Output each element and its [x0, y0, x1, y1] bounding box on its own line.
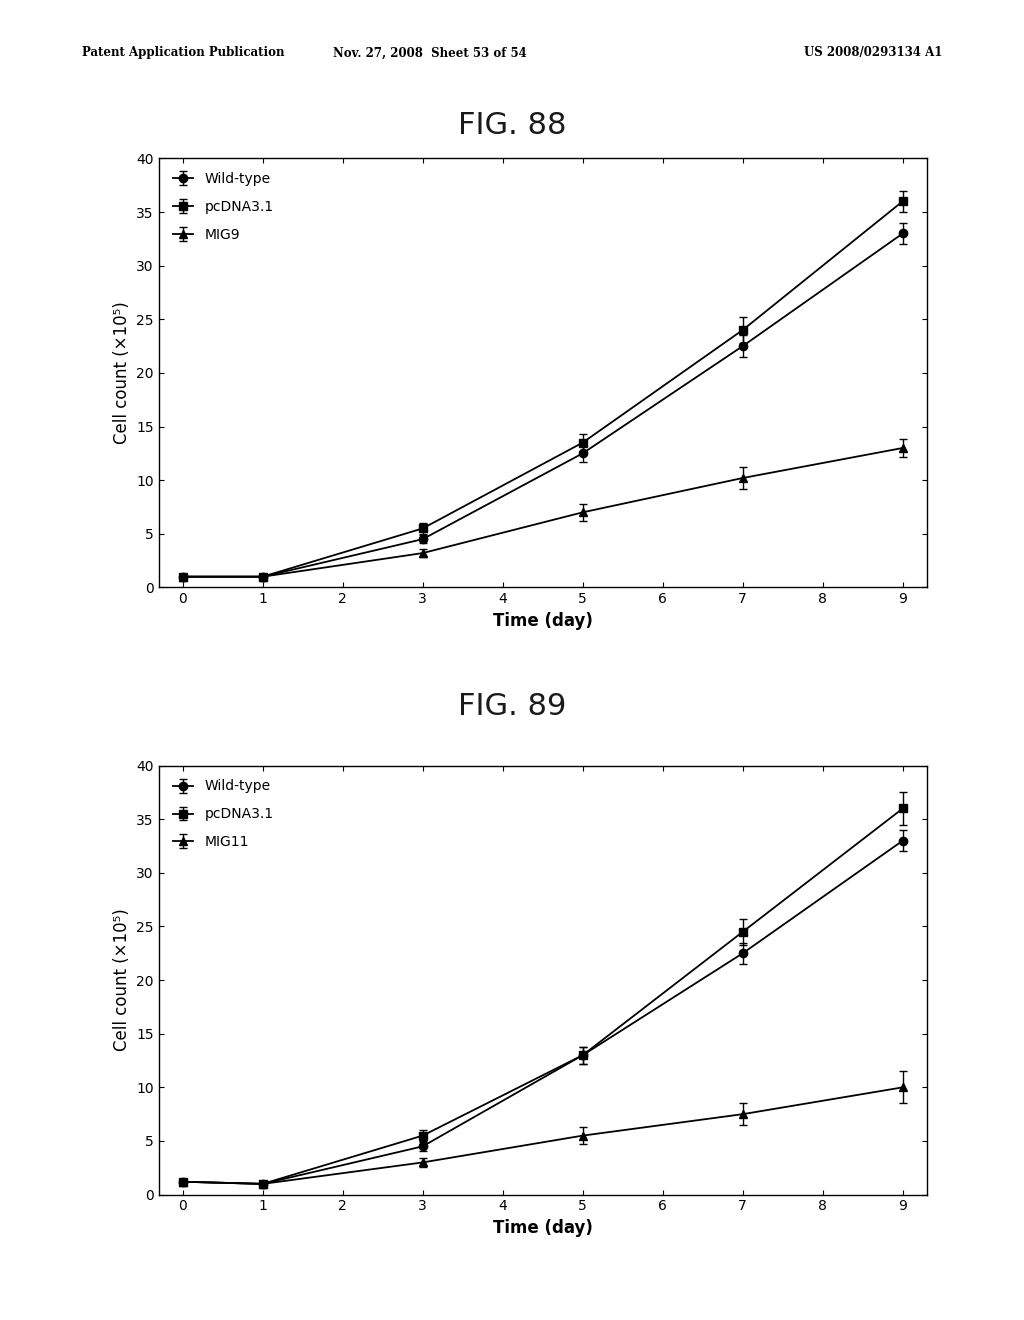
Text: Nov. 27, 2008  Sheet 53 of 54: Nov. 27, 2008 Sheet 53 of 54	[333, 46, 527, 59]
Legend: Wild-type, pcDNA3.1, MIG9: Wild-type, pcDNA3.1, MIG9	[166, 165, 281, 249]
Y-axis label: Cell count (×10⁵): Cell count (×10⁵)	[113, 908, 131, 1052]
Text: Patent Application Publication: Patent Application Publication	[82, 46, 285, 59]
Legend: Wild-type, pcDNA3.1, MIG11: Wild-type, pcDNA3.1, MIG11	[166, 772, 281, 857]
Y-axis label: Cell count (×10⁵): Cell count (×10⁵)	[113, 301, 131, 445]
X-axis label: Time (day): Time (day)	[493, 1218, 593, 1237]
Text: FIG. 89: FIG. 89	[458, 692, 566, 721]
Text: US 2008/0293134 A1: US 2008/0293134 A1	[804, 46, 942, 59]
X-axis label: Time (day): Time (day)	[493, 611, 593, 630]
Text: FIG. 88: FIG. 88	[458, 111, 566, 140]
